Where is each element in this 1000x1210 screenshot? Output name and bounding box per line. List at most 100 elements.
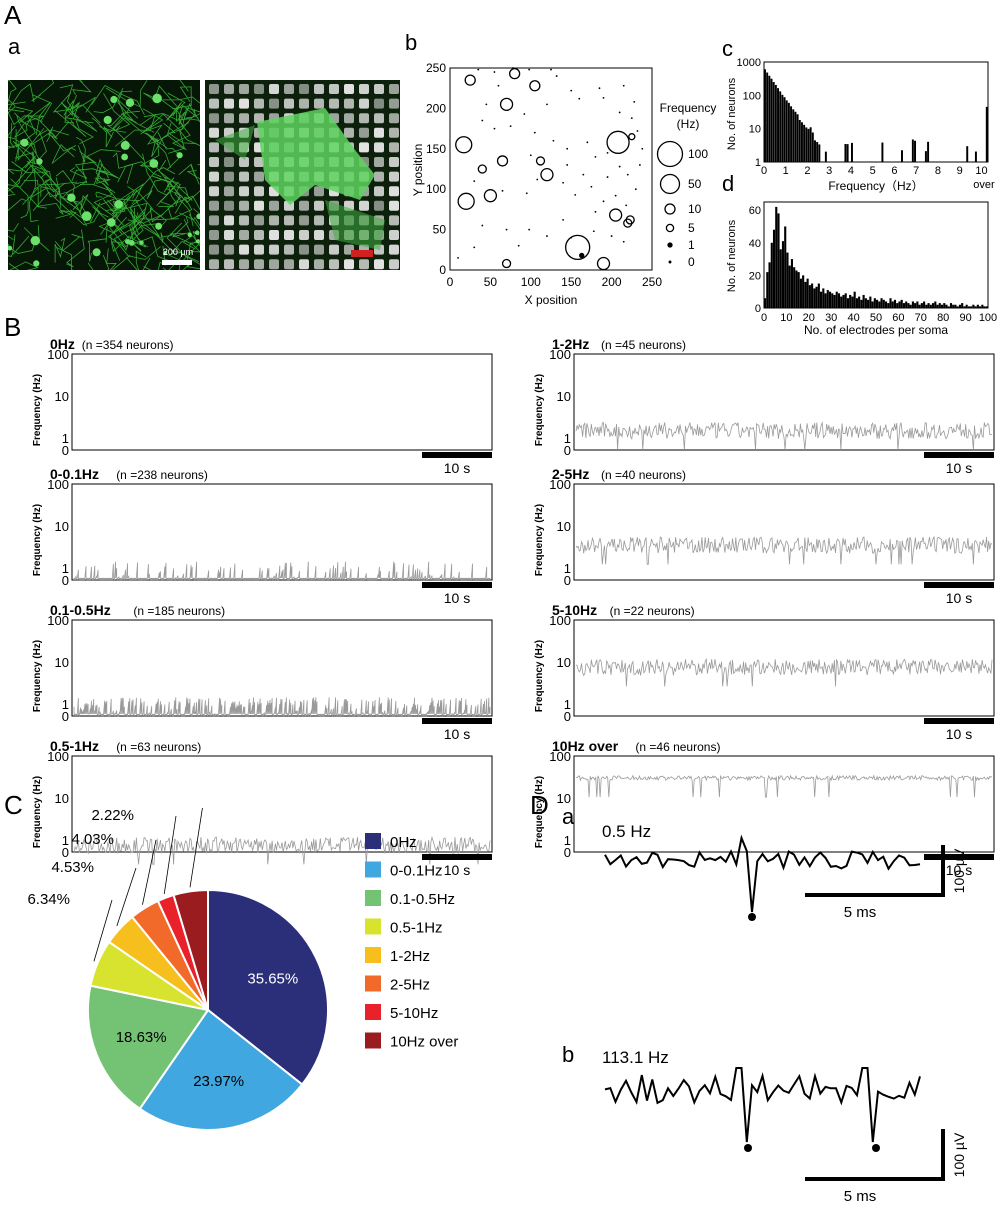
map-dot: [536, 178, 539, 181]
map-dot: [529, 154, 532, 157]
trace-ytick: 10: [557, 389, 571, 404]
elec-bar: [932, 303, 935, 308]
legend-circle: [668, 260, 672, 264]
pie-label: 35.65%: [247, 971, 298, 988]
elec-bar: [972, 304, 975, 308]
map-dot: [641, 147, 644, 150]
elec-bar: [844, 293, 847, 308]
legend-circle: [664, 203, 676, 215]
map-xtick: 100: [521, 275, 541, 289]
elec-bar: [831, 293, 834, 308]
hist-bar: [927, 141, 930, 162]
trace-ytick: 10: [55, 655, 69, 670]
elec-bar: [824, 293, 827, 308]
trace-line: [73, 836, 491, 865]
map-circle: [499, 97, 514, 112]
trace-line: [575, 421, 993, 450]
map-ytick: 50: [433, 223, 447, 237]
trace-title: 0Hz: [50, 336, 75, 352]
elec-bar: [981, 304, 984, 308]
trace-ytick: 0: [564, 709, 571, 724]
marker-icon: [351, 250, 373, 257]
map-dot: [485, 103, 488, 106]
map-dot: [528, 228, 531, 231]
hist-xtick: 10: [975, 165, 987, 177]
trace-frame: [71, 755, 493, 853]
panel-label-D: D: [530, 790, 549, 820]
trace-line: [575, 774, 993, 798]
map-dot: [493, 127, 496, 130]
map-dot: [622, 84, 625, 87]
trace-panel: 10Hz over (n =46 neurons) 100 10 10 Frequency…: [534, 738, 995, 878]
map-dot: [517, 244, 520, 247]
map-dot: [606, 176, 609, 178]
hist-bar: [785, 100, 788, 162]
trace-panel: 0-0.1Hz (n =238 neurons) 100 10 10 Frequency …: [32, 466, 493, 606]
elec-xtick: 60: [892, 312, 904, 324]
elec-bar: [802, 275, 805, 308]
trace-ylabel: Frequency (Hz): [534, 640, 545, 712]
trace-ylabel: Frequency (Hz): [534, 374, 545, 446]
time-scale-bar: [422, 582, 492, 588]
time-scale-bar: [422, 718, 492, 724]
elec-bar: [909, 304, 912, 308]
trace-ytick: 100: [47, 613, 69, 628]
legend-label: 1: [688, 238, 695, 252]
hist-xtick: 5: [870, 165, 876, 177]
pie-label: 23.97%: [193, 1073, 244, 1090]
map-dot: [582, 173, 585, 176]
hist-bar: [818, 144, 821, 162]
map-xlabel: X position: [525, 293, 578, 307]
map-dot: [598, 87, 601, 90]
trace-line: [73, 697, 491, 717]
map-circle: [565, 234, 591, 261]
legend-unit: (Hz): [677, 117, 700, 131]
elec-bar: [943, 303, 946, 308]
elec-bar: [775, 206, 778, 308]
elec-bar: [828, 291, 832, 308]
elec-bar: [808, 285, 811, 308]
hist-bar: [798, 119, 801, 162]
legend-circle: [656, 140, 684, 168]
legend-circle: [667, 242, 673, 248]
elec-bar: [891, 301, 894, 308]
elec-bar: [914, 303, 917, 308]
trace-title: 0.5-1Hz: [50, 738, 99, 754]
elec-bar: [849, 294, 852, 308]
pie-slice: [207, 888, 329, 1086]
elec-bar: [786, 252, 789, 308]
elec-hist-ylabel: No. of neurons: [726, 219, 738, 292]
elec-bar: [851, 296, 854, 308]
elec-xtick: 50: [870, 312, 882, 324]
hist-bar: [783, 97, 786, 162]
map-dot: [622, 240, 625, 243]
pie-leader: [163, 815, 177, 895]
map-dot: [555, 75, 558, 77]
map-frame: [449, 67, 653, 271]
time-scale-bar: [924, 582, 994, 588]
trace-line: [575, 657, 993, 687]
trace-ytick: 1: [62, 561, 69, 576]
elec-bar: [813, 288, 816, 308]
panel-label-Ad: d: [722, 171, 735, 196]
pie-leader: [189, 808, 203, 888]
map-dot: [566, 147, 569, 150]
elec-bar: [976, 304, 979, 308]
hist-ytick: 1000: [737, 58, 761, 69]
elec-bar: [947, 306, 950, 308]
elec-bar: [864, 298, 867, 308]
legend-label: 0: [688, 255, 695, 269]
hist-bar: [814, 140, 816, 162]
pie-slice: [138, 1008, 304, 1131]
elec-bar: [793, 267, 796, 308]
trace-ytick: 100: [47, 749, 69, 764]
elec-bar: [896, 303, 899, 308]
pie-legend-label: 5-10Hz: [390, 1005, 438, 1022]
trace-title: 1-2Hz: [552, 336, 589, 352]
time-scale-bar: [422, 854, 492, 860]
time-scale-bar: [422, 452, 492, 458]
trace-count: (n =63 neurons): [116, 740, 201, 754]
map-dot: [578, 97, 581, 100]
